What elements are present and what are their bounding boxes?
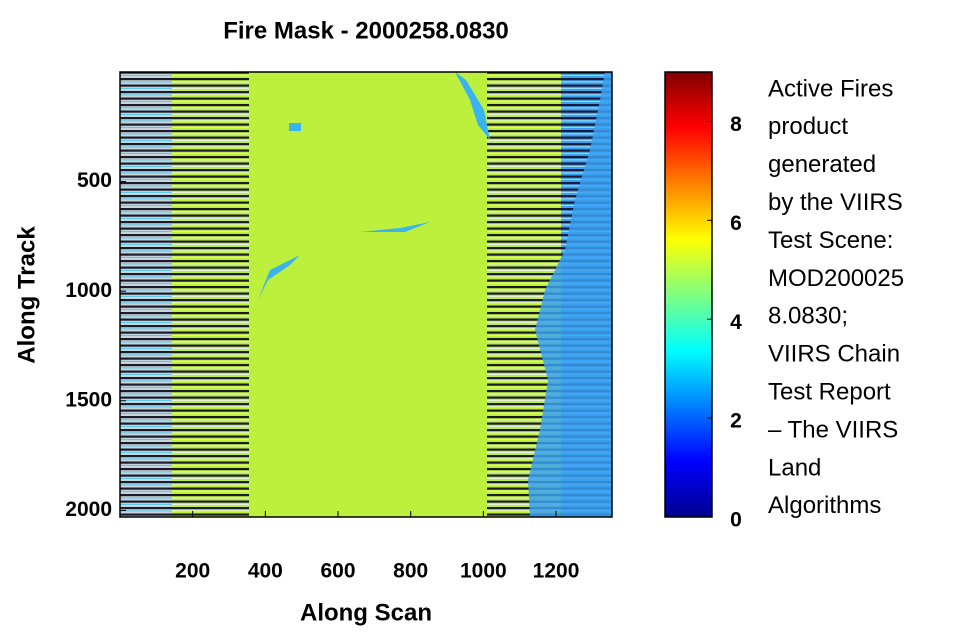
colorbar-tick-label: 0 [730,509,742,532]
x-tick-label: 200 [175,560,210,583]
caption-line: Algorithms [768,492,881,519]
y-tick-label: 500 [77,169,112,192]
caption-line: Test Scene: [768,227,893,254]
caption-line: – The VIIRS [768,416,898,443]
x-tick-label: 800 [393,560,428,583]
colorbar-tick-label: 2 [730,410,742,433]
x-tick-label: 1200 [533,560,580,583]
colorbar-tick-label: 8 [730,113,742,136]
x-tick-label: 400 [248,560,283,583]
x-tick-label: 1000 [460,560,507,583]
x-tick-label: 600 [320,560,355,583]
caption-line: generated [768,151,876,178]
caption-line: VIIRS Chain [768,341,900,368]
colorbar-tick-label: 4 [730,311,742,334]
caption-line: Land [768,454,821,481]
caption-line: Active Fires [768,75,893,102]
caption-line: by the VIIRS [768,189,903,216]
y-tick-label: 1000 [65,279,112,302]
caption-line: MOD200025 [768,265,904,292]
y-tick-label: 2000 [65,498,112,521]
x-axis-label: Along Scan [300,599,432,626]
caption-line: 8.0830; [768,303,848,330]
chart: Fire Mask - 2000258.0830 Along Scan Alon… [0,0,967,638]
page: Fire Mask - 2000258.0830 Along Scan Alon… [0,0,967,638]
colorbar [665,72,712,517]
image [120,72,612,517]
y-tick-label: 1500 [65,388,112,411]
colorbar-tick-label: 6 [730,212,742,235]
chart-title: Fire Mask - 2000258.0830 [223,17,509,44]
caption-line: Test Report [768,379,891,406]
y-axis-label: Along Track [13,226,40,364]
caption-line: product [768,113,848,140]
